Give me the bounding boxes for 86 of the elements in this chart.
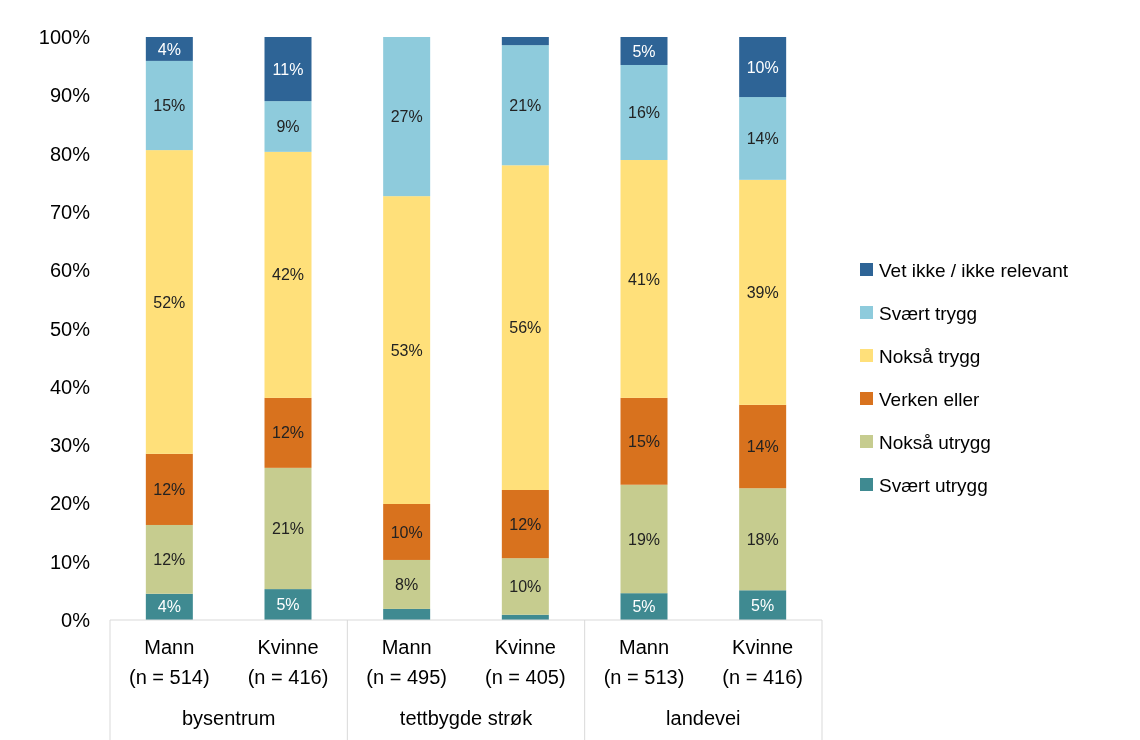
bar: [383, 503, 431, 560]
bar: [264, 397, 312, 468]
data-label: 42%: [271, 266, 305, 284]
data-label: 15%: [153, 97, 186, 115]
data-label: 21%: [271, 520, 305, 538]
y-tick-label: 100%: [38, 26, 91, 48]
bar: [383, 196, 431, 504]
bar: [383, 608, 431, 620]
data-label: 15%: [627, 432, 661, 450]
data-label: 14%: [746, 130, 779, 148]
bar: [739, 404, 787, 489]
bar: [145, 60, 193, 151]
y-tick-label: 40%: [49, 375, 91, 398]
data-label: 56%: [509, 319, 542, 337]
data-label: 52%: [153, 293, 186, 311]
x-tick-label: Mann (n = 495): [366, 636, 447, 688]
bar: [383, 37, 431, 197]
bar: [739, 488, 787, 591]
data-label: 16%: [627, 104, 661, 122]
bar: [501, 558, 549, 615]
data-label: 14%: [746, 438, 779, 456]
data-label: 27%: [390, 108, 423, 126]
data-label: 12%: [153, 481, 186, 499]
bar: [501, 489, 549, 559]
data-label: 12%: [509, 515, 542, 533]
data-label: 10%: [746, 58, 779, 76]
bar: [620, 484, 668, 594]
y-tick-label: 10%: [49, 550, 91, 573]
bar: [383, 559, 431, 609]
data-label: 5%: [276, 596, 300, 614]
bar: [264, 101, 312, 152]
bar: [620, 160, 668, 398]
legend-label: Nokså utrygg: [879, 431, 991, 453]
data-label: 4%: [157, 40, 181, 58]
bar: [739, 97, 787, 180]
bar: [620, 64, 668, 161]
bar: [739, 37, 787, 98]
legend-label: Verken eller: [879, 388, 981, 410]
data-label: 53%: [390, 341, 423, 359]
x-tick-label: Kvinne (n = 405): [485, 636, 566, 688]
data-label: 5%: [751, 596, 775, 614]
bar: [145, 453, 193, 525]
legend-label: Svært utrygg: [879, 474, 988, 496]
data-label: 10%: [509, 578, 542, 596]
y-tick-label: 0%: [61, 609, 91, 631]
data-label: 21%: [509, 96, 542, 114]
data-label: 12%: [271, 424, 305, 442]
data-label: 18%: [746, 530, 779, 548]
data-label: 41%: [627, 270, 661, 288]
data-label: 9%: [276, 118, 300, 136]
text: landevei: [666, 707, 741, 729]
bar: [145, 524, 193, 594]
y-tick-label: 20%: [49, 492, 91, 515]
y-tick-label: 90%: [49, 84, 91, 107]
x-tick-label: Mann (n = 513): [603, 636, 685, 688]
bar: [264, 37, 312, 102]
bar: [501, 165, 549, 490]
data-label: 12%: [153, 550, 186, 568]
legend-label: Nokså trygg: [879, 345, 981, 367]
bar: [145, 150, 193, 454]
x-tick-label: Kvinne (n = 416): [722, 636, 803, 688]
data-label: 39%: [746, 283, 779, 301]
bar: [264, 151, 312, 398]
data-label: 10%: [390, 523, 423, 541]
bar: [620, 397, 668, 485]
data-label: 8%: [395, 576, 419, 594]
bar: [739, 179, 787, 405]
legend-label: Svært trygg: [879, 302, 978, 324]
data-label: 5%: [632, 598, 656, 616]
y-tick-label: 30%: [49, 434, 91, 457]
bar: [264, 467, 312, 590]
text: tettbygde strøk: [399, 707, 534, 729]
y-tick-label: 60%: [49, 259, 91, 282]
bar: [501, 45, 549, 166]
bar: [501, 37, 549, 46]
data-label: 19%: [627, 530, 661, 548]
data-label: 11%: [272, 60, 304, 78]
x-tick-label: Mann (n = 514): [129, 636, 210, 688]
data-label: 5%: [632, 42, 656, 60]
data-label: 4%: [157, 598, 181, 616]
y-tick-label: 70%: [49, 200, 91, 223]
y-tick-label: 80%: [49, 142, 91, 165]
y-tick-label: 50%: [49, 317, 91, 340]
legend-label: Vet ikke / ikke relevant: [879, 259, 1069, 281]
text: bysentrum: [181, 707, 276, 729]
x-tick-label: Kvinne (n = 416): [247, 636, 329, 688]
